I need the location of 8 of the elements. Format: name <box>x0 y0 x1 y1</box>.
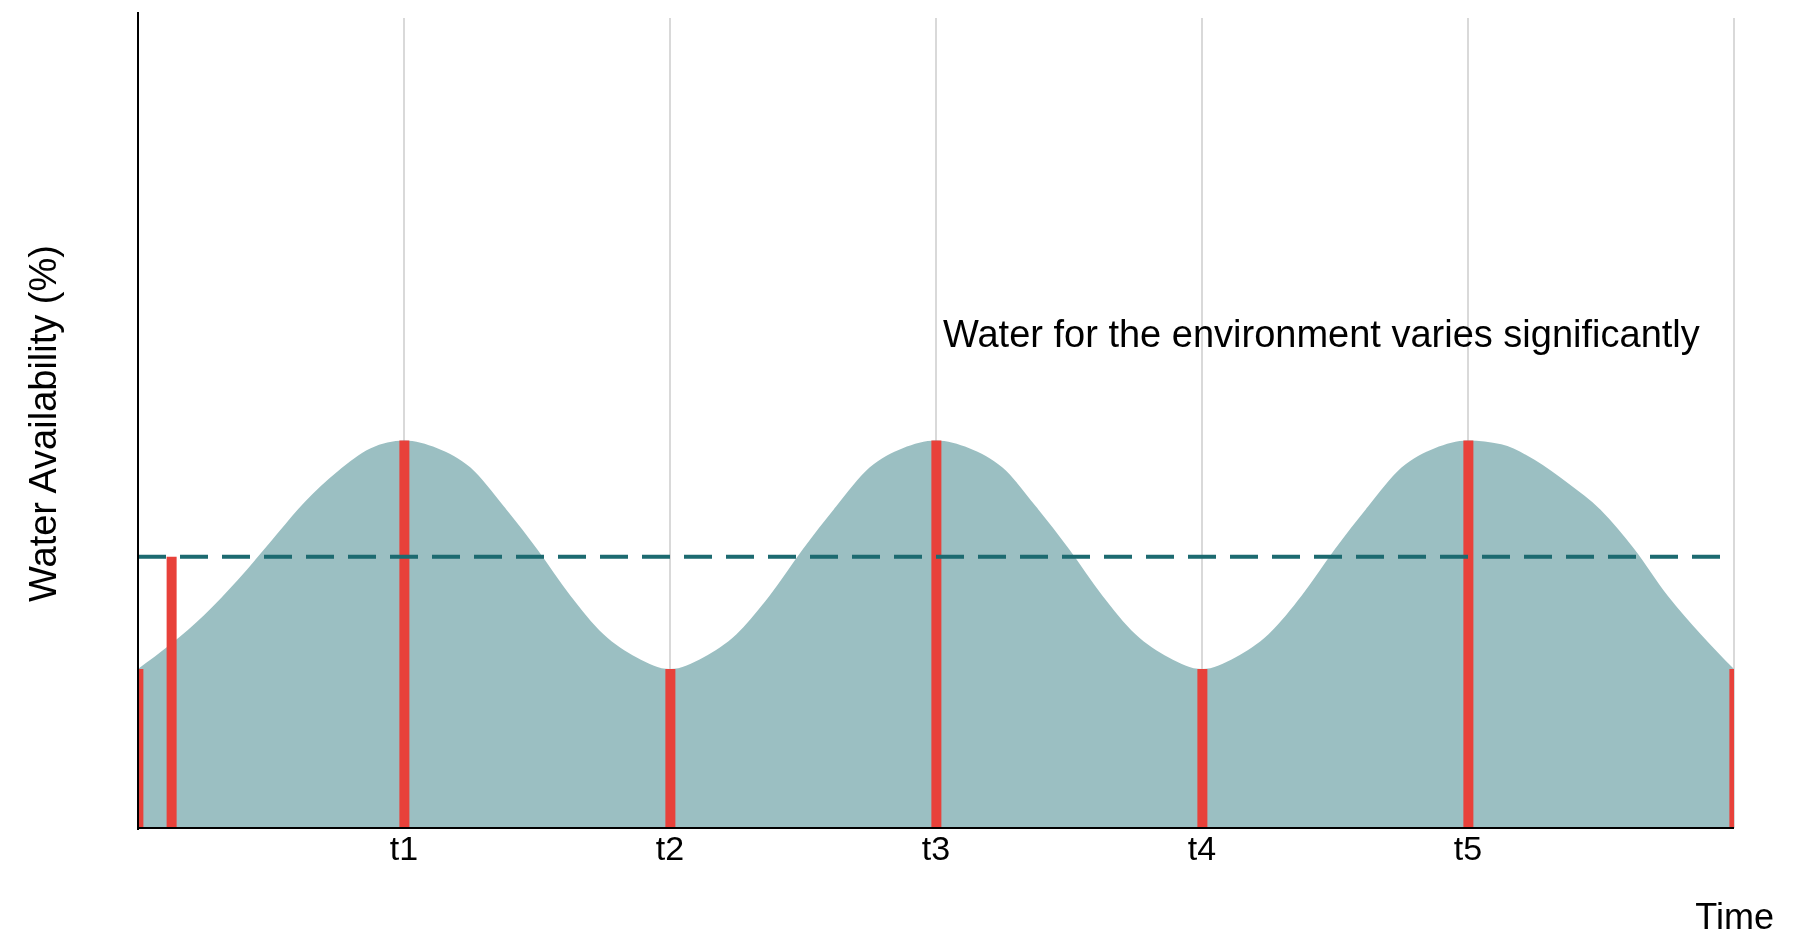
text: Water for the environment varies significantly <box>943 313 1700 356</box>
x-tick-label: t2 <box>655 829 685 868</box>
x-tick-label: t4 <box>1187 829 1217 868</box>
x-tick-label: t5 <box>1453 829 1483 868</box>
x-tick-label: t1 <box>389 829 419 868</box>
y-axis-title: Water Availability (%) <box>21 244 65 602</box>
x-tick-label: t3 <box>921 829 951 868</box>
x-axis-title: Time <box>1695 896 1774 938</box>
